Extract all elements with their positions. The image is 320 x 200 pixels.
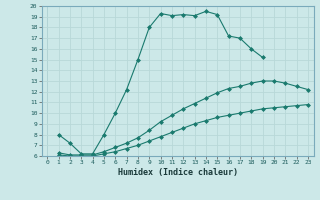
X-axis label: Humidex (Indice chaleur): Humidex (Indice chaleur) [118, 168, 237, 177]
